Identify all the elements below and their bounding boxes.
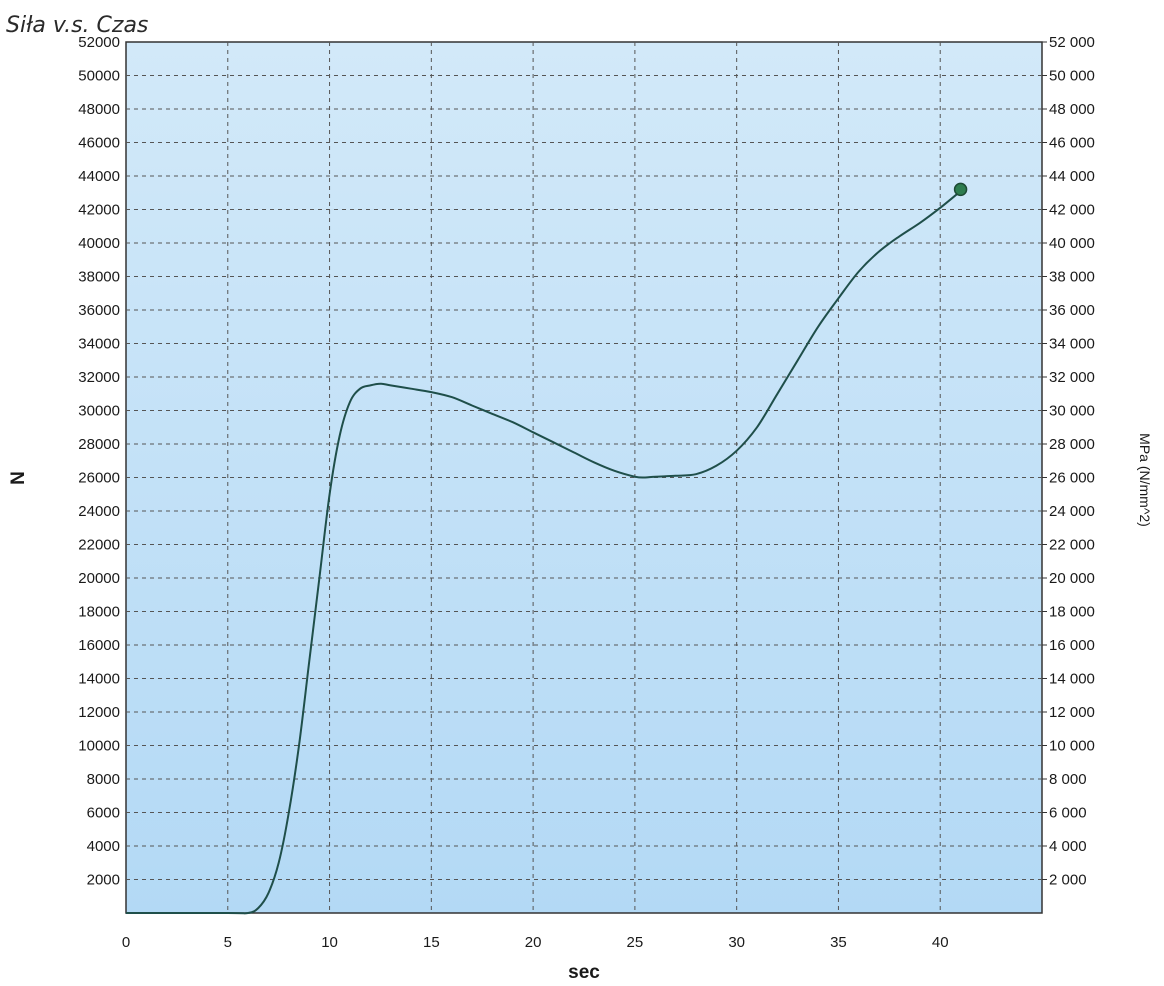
y-right-tick-label: 16 000 [1049,637,1095,654]
series-line [126,190,962,915]
y-right-tick-label: 22 000 [1049,537,1095,554]
x-tick-label: 5 [224,934,232,951]
y-right-tick-label: 2 000 [1049,872,1087,889]
y-right-tick-label: 12 000 [1049,704,1095,721]
y-left-tick-label: 50000 [78,68,120,85]
x-tick-label: 0 [122,934,130,951]
y-right-tick-label: 24 000 [1049,503,1095,520]
y-left-tick-label: 24000 [78,503,120,520]
y-left-tick-label: 32000 [78,369,120,386]
x-tick-label: 35 [830,934,847,951]
y-left-tick-label: 42000 [78,202,120,219]
y-right-axis-label: MPa (N/mm^2) [1137,433,1153,527]
y-left-tick-label: 48000 [78,101,120,118]
y-left-tick-label: 12000 [78,704,120,721]
y-left-tick-label: 2000 [87,872,120,889]
y-left-tick-label: 46000 [78,135,120,152]
y-left-tick-label: 26000 [78,470,120,487]
grid-lines [126,42,1042,913]
y-left-tick-label: 14000 [78,671,120,688]
y-right-tick-label: 10 000 [1049,738,1095,755]
y-right-tick-label: 26 000 [1049,470,1095,487]
y-left-tick-label: 6000 [87,805,120,822]
y-right-tick-label: 42 000 [1049,202,1095,219]
y-right-tick-label: 28 000 [1049,436,1095,453]
y-left-tick-label: 38000 [78,269,120,286]
x-tick-label: 15 [423,934,440,951]
y-left-tick-label: 20000 [78,570,120,587]
y-left-tick-label: 52000 [78,34,120,51]
y-right-tick-label: 38 000 [1049,269,1095,286]
y-right-tick-label: 32 000 [1049,369,1095,386]
x-tick-label: 30 [728,934,745,951]
y-right-tick-label: 40 000 [1049,235,1095,252]
y-left-tick-label: 44000 [78,168,120,185]
y-right-tick-label: 36 000 [1049,302,1095,319]
y-left-tick-label: 40000 [78,235,120,252]
end-marker [953,182,968,197]
y-right-tick-label: 8 000 [1049,771,1087,788]
x-tick-label: 25 [627,934,644,951]
y-right-tick-label: 50 000 [1049,68,1095,85]
y-right-tick-label: 34 000 [1049,336,1095,353]
x-axis-label: sec [568,962,600,983]
y-right-tick-label: 52 000 [1049,34,1095,51]
y-left-tick-label: 36000 [78,302,120,319]
y-left-tick-label: 30000 [78,403,120,420]
y-left-tick-label: 28000 [78,436,120,453]
y-left-tick-label: 18000 [78,604,120,621]
y-left-tick-label: 16000 [78,637,120,654]
y-right-tick-label: 14 000 [1049,671,1095,688]
x-tick-label: 20 [525,934,542,951]
y-left-tick-label: 4000 [87,838,120,855]
y-right-tick-label: 48 000 [1049,101,1095,118]
y-left-tick-label: 34000 [78,336,120,353]
y-right-tick-label: 30 000 [1049,403,1095,420]
y-left-tick-label: 22000 [78,537,120,554]
y-right-tick-label: 44 000 [1049,168,1095,185]
y-right-tick-labels: 2 000 4 000 6 000 8 000 10 000 12 000 14 000 16… [1042,34,1095,889]
x-tick-label: 40 [932,934,949,951]
y-left-tick-label: 8000 [87,771,120,788]
y-right-tick-label: 4 000 [1049,838,1087,855]
y-axis-label: N [8,471,29,485]
x-tick-labels: 0 5 10 15 20 25 30 35 40 [122,934,949,951]
chart-title: Siła v.s. Czas [6,13,148,38]
y-right-tick-label: 46 000 [1049,135,1095,152]
y-right-tick-label: 20 000 [1049,570,1095,587]
y-left-tick-labels: 2000 4000 6000 8000 10000 12000 14000 16000 1800… [78,34,120,889]
y-right-tick-label: 18 000 [1049,604,1095,621]
x-tick-label: 10 [321,934,338,951]
y-left-tick-label: 10000 [78,738,120,755]
y-right-tick-label: 6 000 [1049,805,1087,822]
